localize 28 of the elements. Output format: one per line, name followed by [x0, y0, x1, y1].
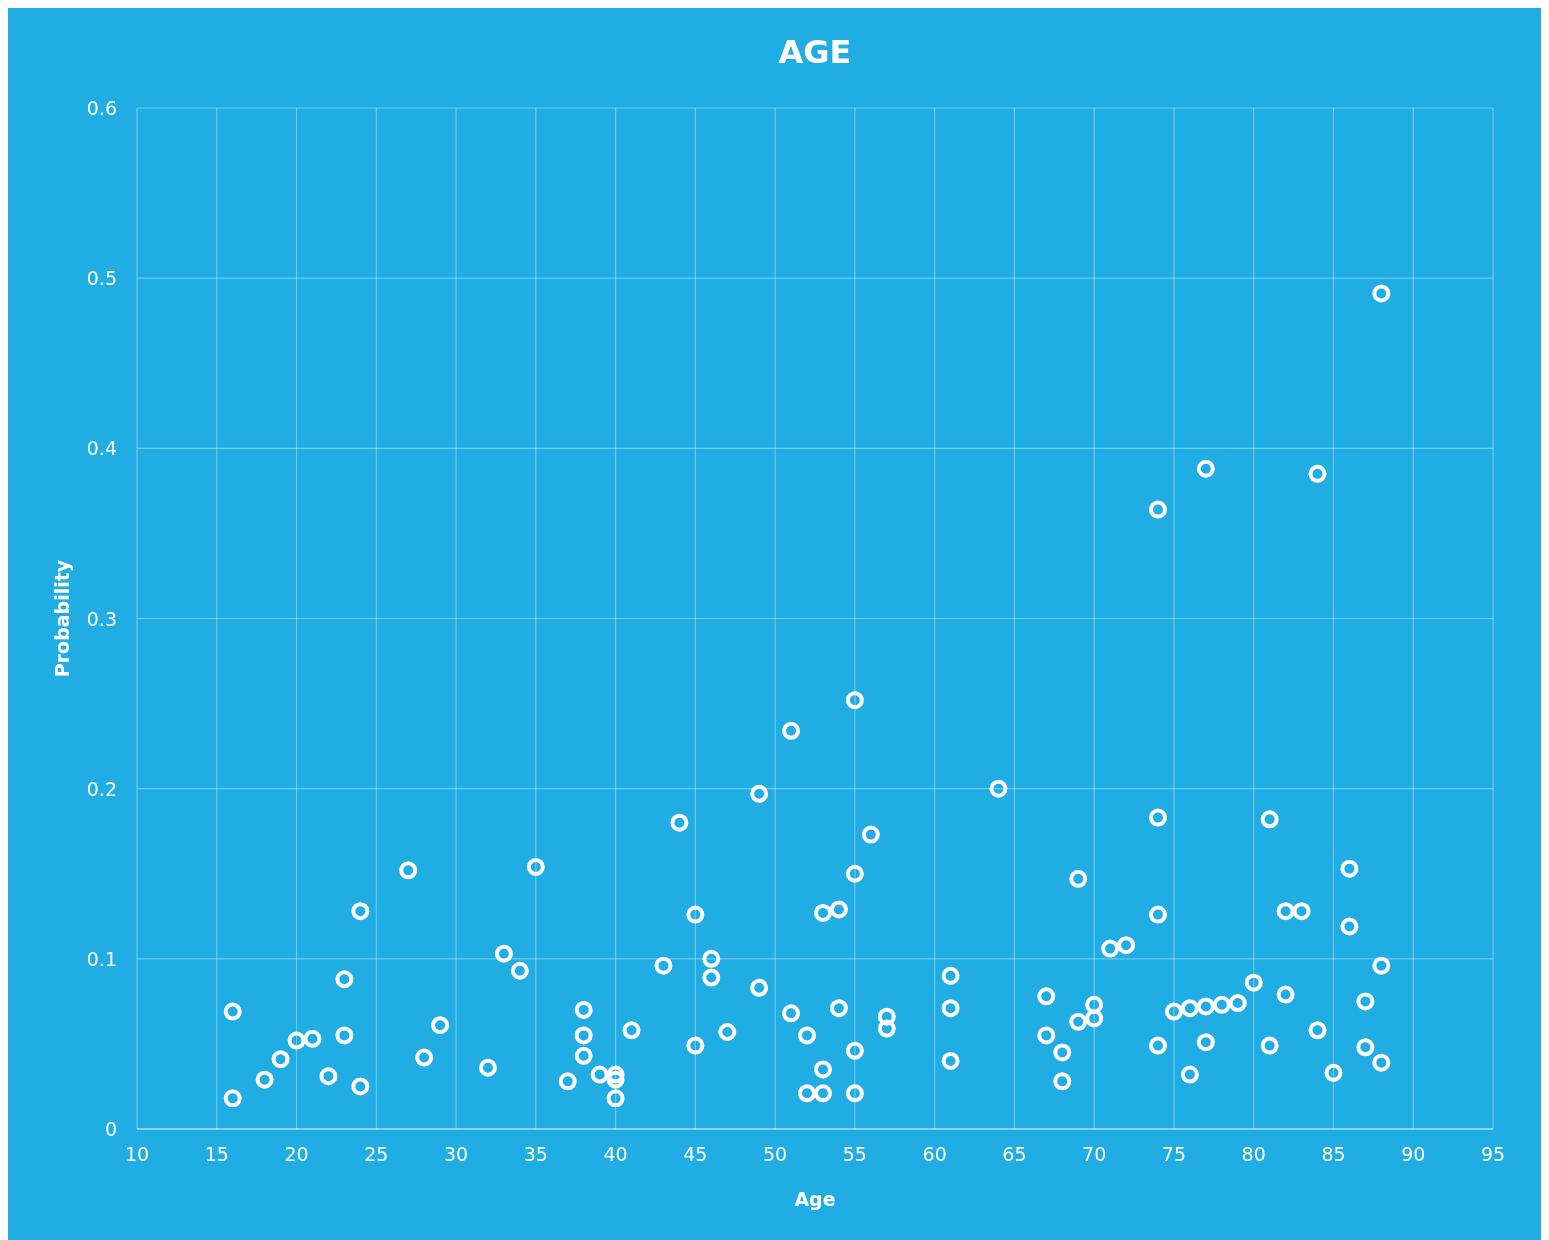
y-tick-label: 0.5 — [86, 267, 117, 290]
y-tick-label: 0.2 — [86, 777, 117, 800]
y-tick-label: 0.6 — [86, 97, 117, 119]
x-tick-label: 90 — [1401, 1143, 1426, 1165]
x-tick-label: 55 — [842, 1143, 867, 1165]
chart-title: AGE — [778, 33, 852, 71]
y-axis-title: Probability — [51, 559, 73, 678]
x-tick-label: 80 — [1241, 1143, 1266, 1165]
y-tick-label: 0.1 — [86, 947, 117, 970]
x-tick-label: 20 — [284, 1143, 309, 1165]
x-tick-label: 30 — [443, 1143, 469, 1165]
y-tick-label: 0.4 — [86, 437, 117, 460]
x-tick-label: 95 — [1480, 1143, 1506, 1165]
x-tick-label: 65 — [1002, 1143, 1027, 1165]
x-tick-label: 85 — [1321, 1143, 1346, 1165]
x-tick-label: 70 — [1082, 1143, 1107, 1165]
x-tick-label: 40 — [603, 1143, 628, 1165]
x-tick-label: 35 — [523, 1143, 548, 1165]
x-tick-label: 45 — [683, 1143, 708, 1165]
x-tick-label: 50 — [763, 1143, 788, 1165]
y-tick-label: 0 — [104, 1118, 117, 1140]
x-tick-label: 60 — [922, 1143, 947, 1165]
x-tick-label: 25 — [364, 1143, 389, 1165]
x-axis-title: Age — [794, 1188, 836, 1210]
x-tick-label: 15 — [204, 1143, 229, 1165]
y-tick-label: 0.3 — [86, 607, 117, 630]
x-tick-label: 75 — [1161, 1143, 1187, 1165]
x-tick-label: 10 — [124, 1143, 150, 1165]
